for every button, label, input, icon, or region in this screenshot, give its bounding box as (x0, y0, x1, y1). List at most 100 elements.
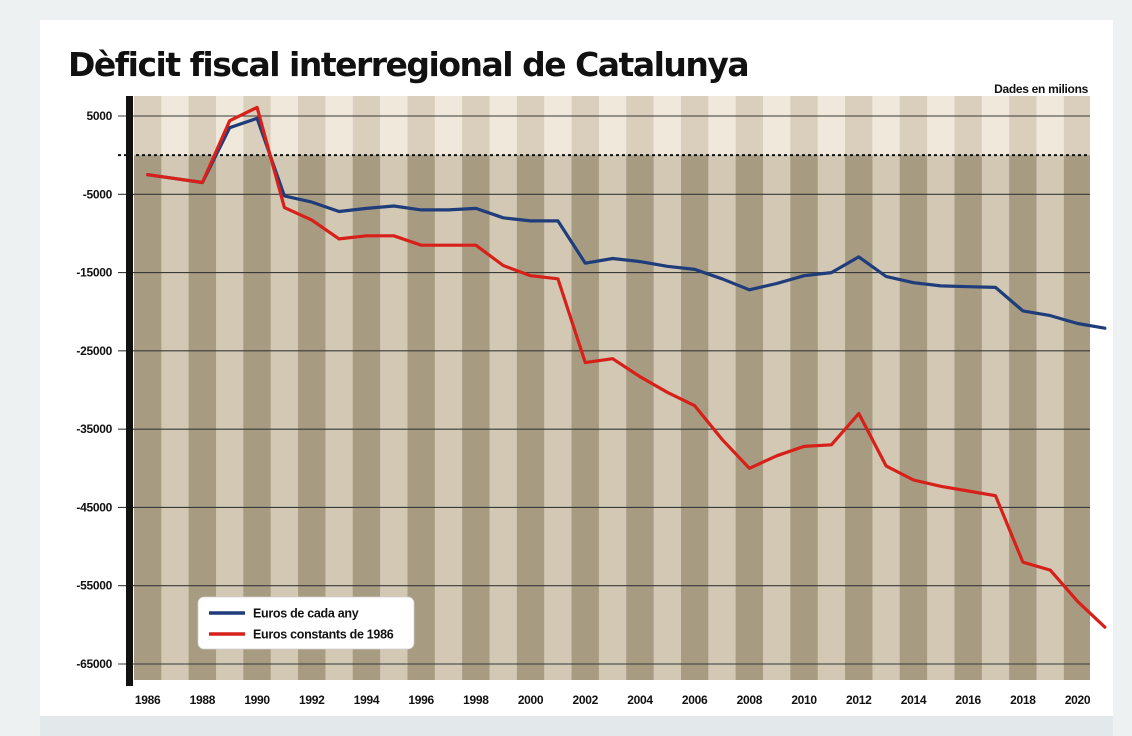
year-stripe (489, 155, 517, 681)
x-tick-label: 2008 (737, 693, 763, 707)
x-tick-label: 2020 (1065, 693, 1091, 707)
year-stripe-upper (325, 96, 353, 156)
units-note: Dades en milions (994, 82, 1089, 96)
y-tick-label: 5000 (87, 109, 113, 123)
year-stripe (653, 155, 681, 681)
year-stripe (872, 155, 900, 681)
year-stripe (1009, 155, 1037, 681)
year-stripe (735, 155, 764, 681)
year-stripe (188, 155, 217, 681)
legend-label: Euros constants de 1986 (253, 628, 394, 642)
bottom-band (40, 716, 1113, 736)
year-stripe (626, 155, 654, 681)
x-tick-label: 1990 (244, 693, 270, 707)
year-stripe-upper (352, 96, 381, 156)
year-stripe-upper (516, 96, 545, 156)
year-stripe-upper (817, 96, 846, 156)
year-stripe (817, 155, 846, 681)
y-tick-label: -5000 (83, 187, 113, 201)
y-tick-label: -55000 (76, 579, 112, 593)
year-stripe (161, 155, 189, 681)
y-tick-label: -25000 (76, 344, 112, 358)
year-stripe (954, 155, 982, 681)
x-tick-label: 2002 (573, 693, 599, 707)
year-stripe-upper (380, 96, 408, 156)
year-stripe-upper (134, 96, 162, 156)
x-tick-label: 1996 (408, 693, 434, 707)
year-stripe-upper (544, 96, 572, 156)
year-stripe-upper (626, 96, 654, 156)
year-stripe-upper (954, 96, 982, 156)
year-stripe-upper (298, 96, 326, 156)
year-stripe (352, 155, 381, 681)
year-stripe-upper (188, 96, 217, 156)
x-tick-label: 2010 (791, 693, 817, 707)
y-tick-label: -45000 (76, 500, 112, 514)
year-stripe (981, 155, 1010, 681)
y-tick-label: -65000 (76, 657, 112, 671)
year-stripe (270, 155, 299, 681)
year-stripe (899, 155, 928, 681)
y-tick-label: -35000 (76, 422, 112, 436)
x-tick-label: 2018 (1010, 693, 1036, 707)
year-stripe (598, 155, 627, 681)
legend: Euros de cada any Euros constants de 1986 (197, 596, 415, 650)
year-stripe (434, 155, 463, 681)
year-stripe-upper (653, 96, 681, 156)
year-stripe (1036, 155, 1064, 681)
x-tick-label: 2014 (901, 693, 927, 707)
legend-label: Euros de cada any (253, 607, 359, 621)
year-stripe (325, 155, 353, 681)
legend-box (197, 596, 415, 650)
year-stripe (763, 155, 791, 681)
year-stripe-upper (735, 96, 764, 156)
year-stripe-upper (571, 96, 599, 156)
year-stripe (134, 155, 162, 681)
x-tick-label: 2012 (846, 693, 872, 707)
plot-area: 5000 -5000 -15000 -25000 -35000 -45000 -55000 -… (76, 96, 1107, 707)
year-stripe-upper (1036, 96, 1064, 156)
year-stripe-upper (845, 96, 873, 156)
year-stripe (927, 155, 955, 681)
x-tick-label: 1994 (354, 693, 380, 707)
series-line-euros-de-cada-any (146, 116, 1107, 330)
year-stripe (845, 155, 873, 681)
year-stripe-upper (872, 96, 900, 156)
year-stripe-upper (434, 96, 463, 156)
x-tick-label: 2000 (518, 693, 544, 707)
year-stripe (571, 155, 599, 681)
year-stripe-upper (981, 96, 1010, 156)
year-stripe-upper (899, 96, 928, 156)
year-stripe (216, 155, 244, 681)
x-tick-label: 2016 (955, 693, 981, 707)
year-stripe (544, 155, 572, 681)
y-tick-label: -15000 (76, 266, 112, 280)
x-tick-label: 2004 (627, 693, 653, 707)
year-stripe-upper (1063, 96, 1090, 156)
x-tick-label: 1988 (190, 693, 216, 707)
x-tick-label: 1998 (463, 693, 489, 707)
year-stripe (380, 155, 408, 681)
year-stripe (462, 155, 490, 681)
year-stripe-upper (407, 96, 435, 156)
year-stripe-upper (161, 96, 189, 156)
year-stripe-upper (708, 96, 736, 156)
year-stripe-upper (462, 96, 490, 156)
year-stripe (708, 155, 736, 681)
year-stripe-upper (763, 96, 791, 156)
year-stripe-upper (790, 96, 818, 156)
y-axis-bar (126, 96, 133, 686)
year-stripe (243, 155, 271, 681)
chart-title: Dèficit fiscal interregional de Cataluny… (68, 45, 748, 84)
year-stripe (790, 155, 818, 681)
year-stripe-upper (598, 96, 627, 156)
year-stripe (516, 155, 545, 681)
x-tick-label: 2006 (682, 693, 708, 707)
year-stripe-upper (270, 96, 299, 156)
year-stripe-upper (927, 96, 955, 156)
year-stripe-upper (489, 96, 517, 156)
year-stripe-upper (681, 96, 709, 156)
x-tick-label: 1986 (135, 693, 161, 707)
x-tick-label: 1992 (299, 693, 325, 707)
